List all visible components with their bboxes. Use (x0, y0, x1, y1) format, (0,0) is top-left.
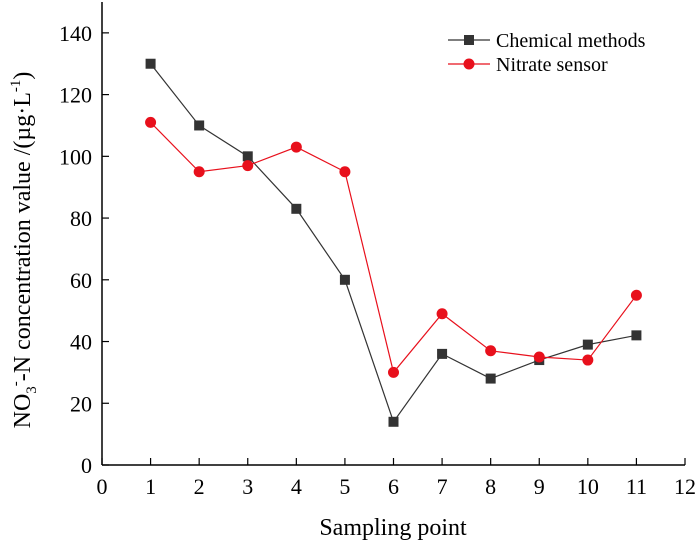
x-tick-label: 2 (194, 474, 205, 499)
x-tick-label: 10 (577, 474, 599, 499)
series-nitrate-sensor (145, 116, 642, 378)
x-tick-label: 9 (534, 474, 545, 499)
y-axis-title-suffix: ) (10, 72, 36, 80)
series-layer (145, 58, 642, 427)
data-point-nitrate-sensor (339, 166, 351, 178)
y-axis-title-superscript: - (8, 381, 24, 386)
y-tick-label: 80 (70, 206, 92, 231)
legend-marker-chemical-methods (464, 35, 474, 45)
data-point-nitrate-sensor (436, 308, 448, 320)
data-point-chemical-methods (145, 58, 156, 69)
x-ticks: 0 1 2 3 4 5 6 7 8 9 10 11 12 (97, 458, 696, 499)
data-point-nitrate-sensor (630, 289, 642, 301)
legend-marker-nitrate-sensor (463, 58, 475, 70)
data-point-nitrate-sensor (290, 141, 302, 153)
data-point-chemical-methods (242, 151, 253, 162)
data-point-nitrate-sensor (242, 160, 254, 172)
legend-label-chemical-methods: Chemical methods (496, 30, 646, 52)
legend-label-nitrate-sensor: Nitrate sensor (496, 54, 608, 76)
y-tick-label: 20 (70, 391, 92, 416)
data-point-chemical-methods (291, 203, 302, 214)
y-tick-label: 0 (81, 453, 92, 478)
y-axis-title-prefix: NO (10, 394, 36, 429)
data-point-chemical-methods (194, 120, 205, 131)
data-point-chemical-methods (631, 330, 642, 341)
data-point-nitrate-sensor (193, 166, 205, 178)
x-tick-label: 3 (242, 474, 253, 499)
x-tick-label: 1 (145, 474, 156, 499)
x-tick-label: 11 (626, 474, 647, 499)
data-point-chemical-methods (388, 416, 399, 427)
data-point-chemical-methods (582, 339, 593, 350)
legend-item-chemical-methods: Chemical methods (448, 30, 646, 52)
data-point-chemical-methods (485, 373, 496, 384)
data-point-nitrate-sensor (145, 116, 157, 128)
data-point-nitrate-sensor (388, 366, 399, 378)
data-point-chemical-methods (339, 274, 350, 285)
y-axis-title-middle: -N concentration value /(µg·L (10, 92, 36, 381)
series-line-nitrate-sensor (150, 121, 637, 374)
data-point-nitrate-sensor (582, 354, 594, 366)
x-tick-label: 6 (388, 474, 399, 499)
data-point-nitrate-sensor (533, 351, 545, 363)
x-tick-label: 8 (485, 474, 496, 499)
y-tick-label: 40 (70, 330, 92, 355)
y-tick-label: 120 (59, 83, 92, 108)
data-point-chemical-methods (437, 348, 448, 359)
data-point-nitrate-sensor (485, 345, 497, 357)
x-tick-label: 7 (437, 474, 448, 499)
x-tick-label: 0 (97, 474, 108, 499)
y-axis-title: NO3--N concentration value /(µg·L-1) (8, 72, 40, 429)
legend: Chemical methods Nitrate sensor (448, 30, 646, 76)
y-axis-title-unit-superscript: -1 (8, 80, 24, 93)
y-ticks: 0 20 40 60 80 100 120 140 (59, 21, 109, 478)
y-axis-title-subscript: 3 (24, 386, 40, 394)
y-tick-label: 60 (70, 268, 92, 293)
y-tick-label: 100 (59, 144, 92, 169)
y-tick-label: 140 (59, 21, 92, 46)
x-tick-label: 5 (339, 474, 350, 499)
legend-item-nitrate-sensor: Nitrate sensor (448, 54, 608, 76)
x-axis-title: Sampling point (319, 515, 467, 541)
x-tick-label: 12 (674, 474, 696, 499)
x-tick-label: 4 (291, 474, 302, 499)
